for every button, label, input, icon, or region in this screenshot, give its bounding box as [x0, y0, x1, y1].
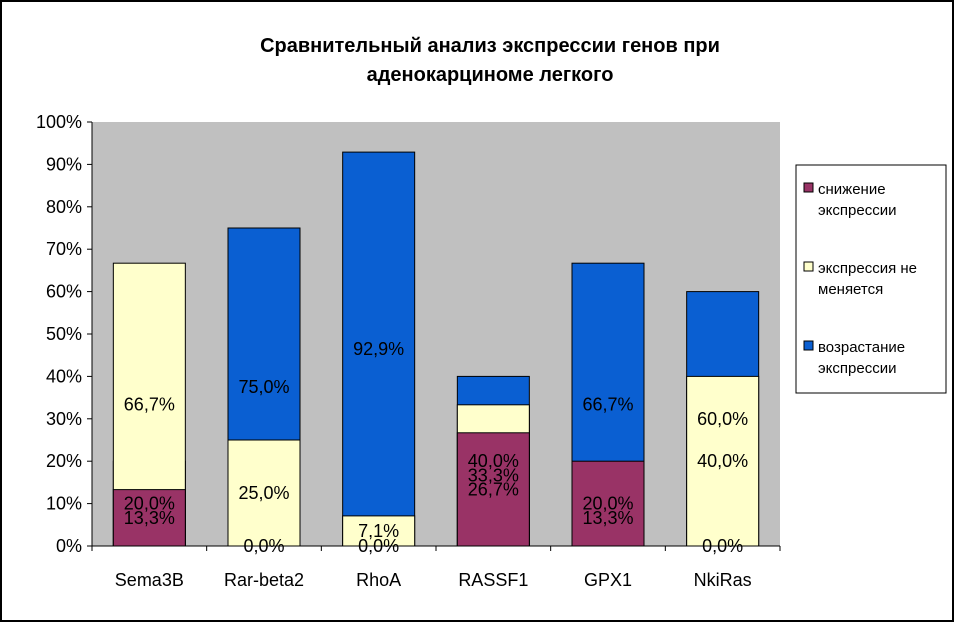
y-tick-label: 30%: [46, 409, 82, 429]
y-tick-label: 10%: [46, 494, 82, 514]
bar-segment-RhoA-series-0: [342, 151, 416, 547]
y-axis: 0% 10% 20% 30% 40% 50% 60% 70% 80% 90% 100%: [36, 112, 93, 556]
y-tick-label: 40%: [46, 366, 82, 386]
x-tick-label-GPX1: GPX1: [584, 570, 632, 590]
y-tick-label: 90%: [46, 154, 82, 174]
legend-swatch-2: [803, 182, 814, 193]
bar-segment-NkiRas-series-1: [686, 375, 760, 547]
x-tick-label-Rar-beta2: Rar-beta2: [224, 570, 304, 590]
bar-segment-Rar-beta2-series-1: [227, 439, 301, 547]
x-tick-label-Sema3B: Sema3B: [115, 570, 184, 590]
data-label-NkiRas-series-1: 40,0%: [697, 451, 748, 471]
data-label-RhoA-series-0: 92,9%: [353, 339, 404, 359]
x-tick-label-RASSF1: RASSF1: [458, 570, 528, 590]
bar-segment-Sema3B-series-2: [112, 489, 186, 547]
data-labels-layer: 20,0%66,7%13,3%75,0%25,0%0,0%92,9%7,1%0,…: [124, 339, 748, 556]
data-label-Sema3B-series-2: 13,3%: [124, 508, 175, 528]
y-tick-label: 100%: [36, 112, 82, 132]
data-label-Rar-beta2-series-1: 25,0%: [238, 483, 289, 503]
legend-label-0: возрастание: [818, 339, 905, 356]
plot-area: [92, 122, 780, 546]
data-label-Sema3B-series-0: 20,0%: [124, 494, 175, 514]
legend-label-0: экспрессии: [818, 360, 896, 377]
chart-title-line-1: Сравнительный анализ экспрессии генов пр…: [260, 35, 720, 57]
data-label-RASSF1-series-0: 40,0%: [468, 451, 519, 471]
legend-label-1: меняется: [818, 281, 883, 298]
bar-segment-GPX1-series-2: [571, 460, 645, 547]
legend-label-1: экспрессия не: [818, 260, 917, 277]
y-tick-label: 80%: [46, 197, 82, 217]
legend-label-2: снижение: [818, 181, 886, 198]
data-label-RhoA-series-1: 7,1%: [358, 521, 399, 541]
data-label-Rar-beta2-series-2: 0,0%: [243, 536, 284, 556]
x-tick-label-RhoA: RhoA: [356, 570, 401, 590]
y-tick-label: 20%: [46, 451, 82, 471]
chart-title: Сравнительный анализ экспрессии генов пр…: [260, 35, 720, 86]
bar-segment-RASSF1-series-2: [456, 432, 530, 547]
data-label-GPX1-series-0: 66,7%: [582, 395, 633, 415]
bars-layer: [112, 151, 760, 547]
legend: снижение экспрессии экспрессия не меняется в…: [795, 164, 947, 394]
legend-box: [795, 164, 947, 394]
y-tick-label: 50%: [46, 324, 82, 344]
data-label-NkiRas-series-2: 0,0%: [702, 536, 743, 556]
legend-label-2: экспрессии: [818, 202, 896, 219]
chart-title-line-2: аденокарциноме легкого: [367, 64, 614, 86]
y-tick-label: 60%: [46, 282, 82, 302]
x-axis: Sema3B Rar-beta2 RhoA RASSF1 GPX1 NkiRas: [91, 545, 781, 590]
y-tick-label: 70%: [46, 239, 82, 259]
data-label-GPX1-series-2: 20,0%: [582, 494, 633, 514]
data-label-RhoA-series-2: 0,0%: [358, 536, 399, 556]
data-label-Sema3B-series-1: 66,7%: [124, 395, 175, 415]
x-tick-label-NkiRas: NkiRas: [694, 570, 752, 590]
data-label-GPX1-series-1: 13,3%: [582, 508, 633, 528]
data-label-RASSF1-series-2: 26,7%: [468, 479, 519, 499]
data-label-NkiRas-series-0: 60,0%: [697, 409, 748, 429]
data-label-Rar-beta2-series-0: 75,0%: [238, 377, 289, 397]
y-tick-label: 0%: [56, 536, 82, 556]
data-label-RASSF1-series-1: 33,3%: [468, 465, 519, 485]
legend-swatch-1: [803, 261, 814, 272]
legend-swatch-0: [803, 340, 814, 351]
